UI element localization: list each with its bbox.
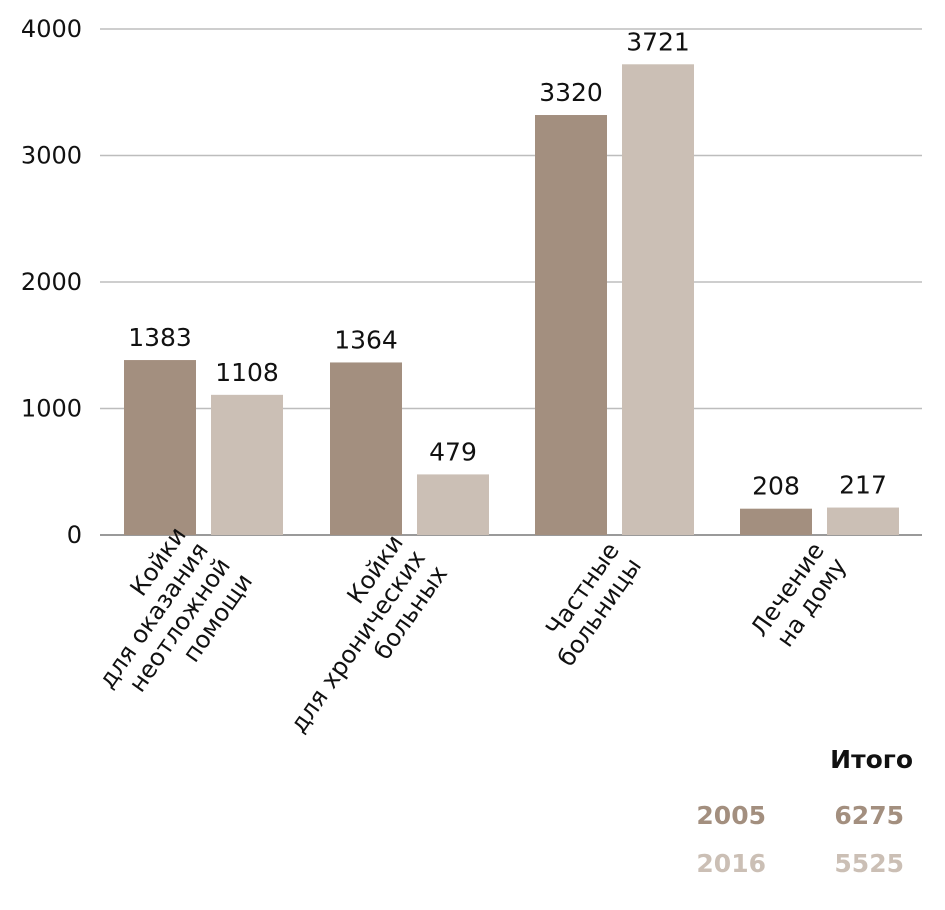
bar-2005-cat-1 xyxy=(330,362,402,535)
bar-2005-cat-0 xyxy=(124,360,196,535)
value-label-2016-cat-2: 3721 xyxy=(626,27,690,56)
y-axis-tick-labels: 0 1000 2000 3000 4000 xyxy=(21,15,82,549)
y-tick-label-3000: 3000 xyxy=(21,142,82,170)
y-tick-label-4000: 4000 xyxy=(21,15,82,43)
value-label-2005-cat-0: 1383 xyxy=(128,323,192,352)
bar-2005-cat-3 xyxy=(740,508,812,535)
totals-value-2005: 6275 xyxy=(834,801,904,830)
bar-value-labels: 1383 1364 3320 208 1108 479 3721 217 xyxy=(128,27,887,500)
value-label-2016-cat-3: 217 xyxy=(839,471,887,500)
y-tick-label-1000: 1000 xyxy=(21,395,82,423)
y-tick-label-0: 0 xyxy=(67,521,82,549)
value-label-2005-cat-1: 1364 xyxy=(334,325,398,354)
y-tick-label-2000: 2000 xyxy=(21,268,82,296)
totals-table: Итого 2005 6275 2016 5525 xyxy=(696,745,913,878)
bar-2016-cat-0 xyxy=(211,394,283,535)
bars xyxy=(124,64,899,536)
bar-2016-cat-2 xyxy=(622,64,694,535)
bar-2005-cat-2 xyxy=(535,115,607,536)
value-label-2005-cat-2: 3320 xyxy=(539,78,603,107)
totals-year-2016: 2016 xyxy=(696,849,766,878)
value-label-2016-cat-0: 1108 xyxy=(215,358,279,387)
totals-title: Итого xyxy=(830,745,913,774)
bar-2016-cat-1 xyxy=(417,474,489,535)
totals-value-2016: 5525 xyxy=(834,849,904,878)
value-label-2016-cat-1: 479 xyxy=(429,437,477,466)
value-label-2005-cat-3: 208 xyxy=(752,472,800,501)
bar-2016-cat-3 xyxy=(827,507,899,535)
totals-year-2005: 2005 xyxy=(696,801,766,830)
